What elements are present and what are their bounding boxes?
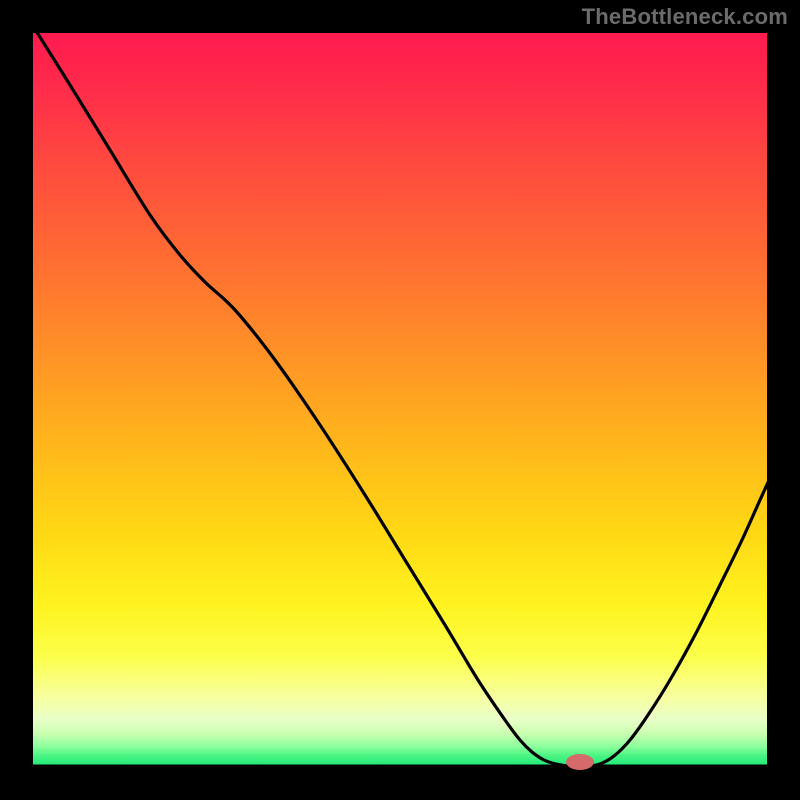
plot-background — [33, 33, 767, 767]
watermark-text: TheBottleneck.com — [582, 4, 788, 30]
optimal-marker — [566, 754, 594, 770]
stage: TheBottleneck.com — [0, 0, 800, 800]
bottleneck-chart — [0, 0, 800, 800]
